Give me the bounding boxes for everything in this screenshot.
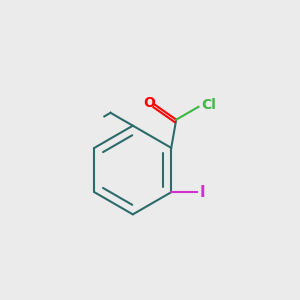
Text: I: I [199, 185, 205, 200]
Text: Cl: Cl [201, 98, 216, 112]
Text: O: O [143, 97, 155, 110]
